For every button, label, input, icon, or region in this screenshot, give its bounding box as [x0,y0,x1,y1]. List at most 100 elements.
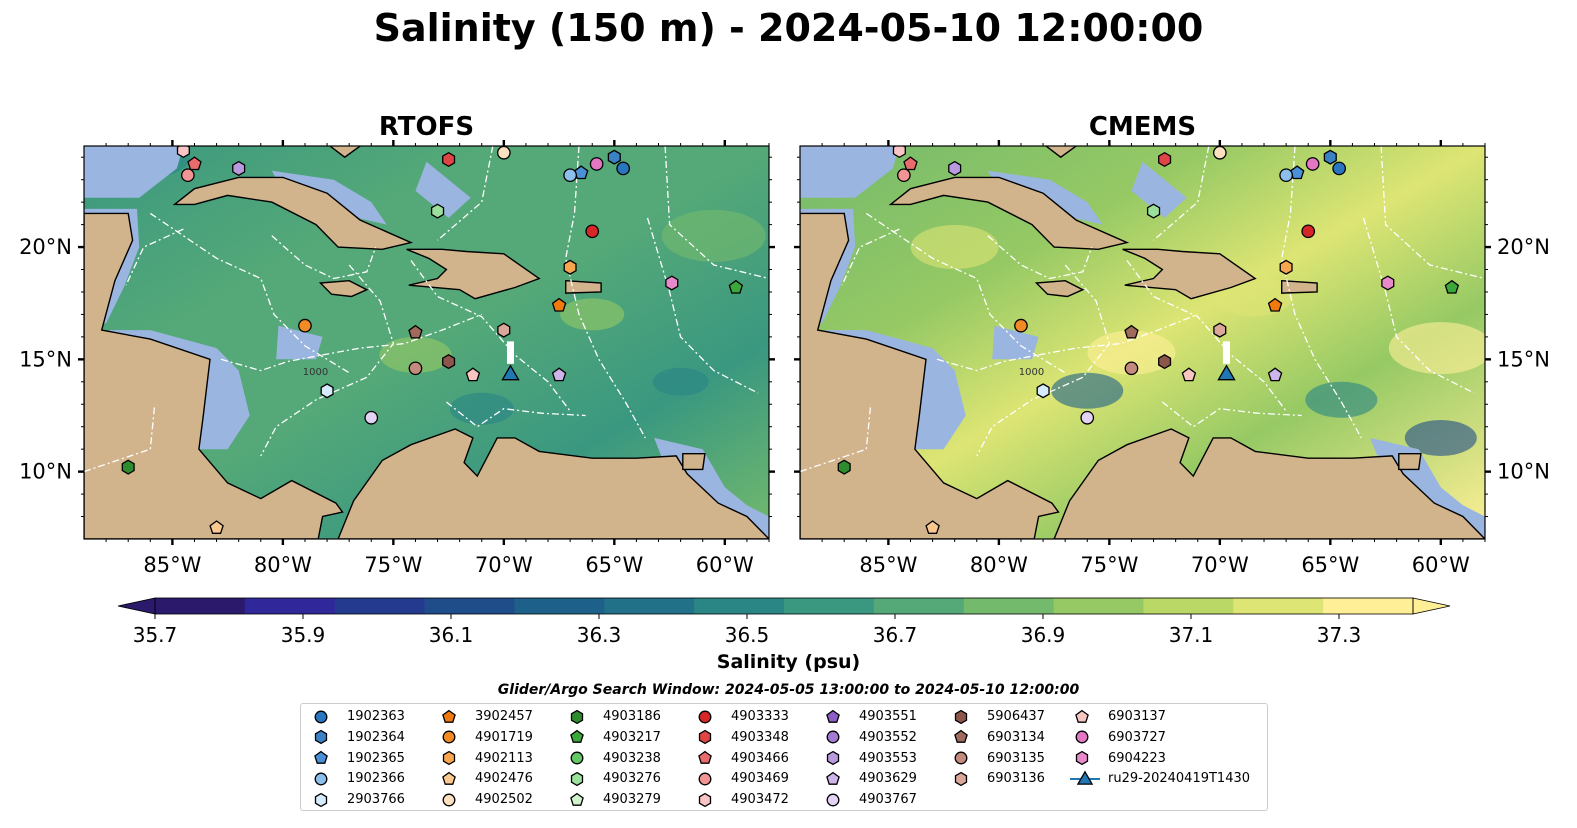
legend-item: 4901719 [437,727,533,748]
legend-item: 4903767 [821,789,917,810]
legend-label: 4903551 [859,709,917,724]
lon-tick-label: 85°W [143,553,201,577]
float-marker-6903137 [1181,367,1197,382]
float-marker-1902364 [1323,149,1337,165]
salinity-patch [652,367,709,396]
float-marker-1902366 [563,168,577,183]
legend-item: 3902457 [437,706,533,727]
glider-track [506,341,514,364]
legend-item: 4903348 [693,727,789,748]
legend-marker [954,751,968,765]
colorbar: 35.7 35.9 36.1 36.3 36.5 36.7 36.9 37.1 37.3 [117,597,1451,647]
shallow-water [800,330,966,450]
panel-title-rtofs: RTOFS [378,112,475,142]
float-marker-3902457 [1267,297,1283,312]
lon-tick-label: 85°W [859,553,917,577]
legend-marker [314,750,328,764]
legend-label: 4903348 [731,729,789,745]
legend-item: 4903238 [565,748,661,769]
lat-tick-label: 10°N [19,460,72,484]
legend-marker [442,750,456,766]
float-marker-5906437 [442,354,456,370]
legend-marker [698,792,712,807]
float-marker-4903348 [1158,151,1172,168]
legend-label: 4903552 [859,729,917,745]
shallow-water [276,325,323,360]
colorbar-tick-label: 36.5 [725,623,770,647]
eez-boundary [800,404,872,473]
colorbar-bin [1233,598,1324,614]
float-marker-4903553 [948,160,962,177]
legend-item: 6903727 [1070,727,1166,748]
eez-boundary [976,264,1111,457]
float-marker-4903186 [837,459,851,475]
legend-label: 5906437 [987,709,1045,724]
land [888,176,1130,251]
float-marker-6903136 [1213,322,1227,338]
glider-marker [501,364,520,381]
legend-marker [698,750,712,764]
legend-label: 2903766 [347,792,405,808]
lon-tick-label: 80°W [254,553,312,577]
eez-boundary [1161,401,1302,428]
legend-label: 4903472 [731,792,789,808]
lon-tick-label: 70°W [1191,553,1249,577]
legend-marker [826,793,840,807]
legend-item: 4903472 [693,789,789,810]
legend-item: ru29-20240419T1430 [1070,768,1250,789]
legend-marker [570,730,584,744]
land [1053,428,1485,539]
float-marker-1902365 [573,165,589,180]
land [84,212,344,539]
float-marker-2903766 [1036,383,1050,399]
eez-boundary [646,217,759,394]
map-figure: 1000 85°W 80°W 75°W 70°W 65°W 60°W 20°N 15°N 10°N… [19,140,1550,577]
colorbar-bin [784,598,875,614]
float-marker-4903469 [897,168,911,183]
legend-label: 4903629 [859,771,917,787]
legend-item: 4903629 [821,768,917,789]
legend-marker [314,792,328,807]
colorbar-tick-label: 37.1 [1169,623,1214,647]
float-marker-6903136 [497,322,511,338]
lon-tick-label: 65°W [585,553,643,577]
eez-boundary [1281,146,1362,439]
colorbar-tick-label: 37.3 [1317,623,1362,647]
legend-marker [954,730,968,744]
float-marker-6903135 [408,361,423,376]
colorbar-label: Salinity (psu) [716,651,861,673]
legend-label: 6904223 [1108,750,1166,766]
panel-title-cmems: CMEMS [1088,112,1197,142]
colorbar-bin [514,598,605,614]
lon-tick-label: 70°W [475,553,533,577]
legend-marker [698,772,712,786]
lon-tick-label: 65°W [1301,553,1359,577]
legend-marker [570,771,584,787]
float-marker-4903333 [1301,224,1316,239]
legend-item: 4903276 [565,768,661,789]
float-marker-1902363 [1332,161,1347,176]
float-marker-4903629 [1267,367,1283,382]
legend-item: 4903333 [693,706,789,727]
shallow-water [415,161,471,218]
legend-marker [1076,770,1094,785]
legend-label: 1902363 [347,709,405,724]
map-panel-cmems: 1000 [800,146,1485,539]
legend-marker [954,709,968,724]
shallow-water [800,146,900,198]
float-marker-4902476 [209,520,224,534]
salinity-patch [910,225,999,270]
eez-boundary [1362,217,1475,394]
legend-marker [698,710,712,723]
colorbar-tick-label: 35.9 [281,623,326,647]
salinity-patch [1404,419,1477,456]
legend-marker [1075,750,1089,766]
eez-boundary [565,146,646,439]
legend-label: 4901719 [475,729,533,745]
float-marker-4903217 [728,279,744,294]
land [318,279,369,298]
float-marker-4903276 [430,203,445,219]
float-marker-4903472 [892,146,906,159]
float-marker-4902113 [563,259,577,275]
eez-boundary [220,313,482,372]
